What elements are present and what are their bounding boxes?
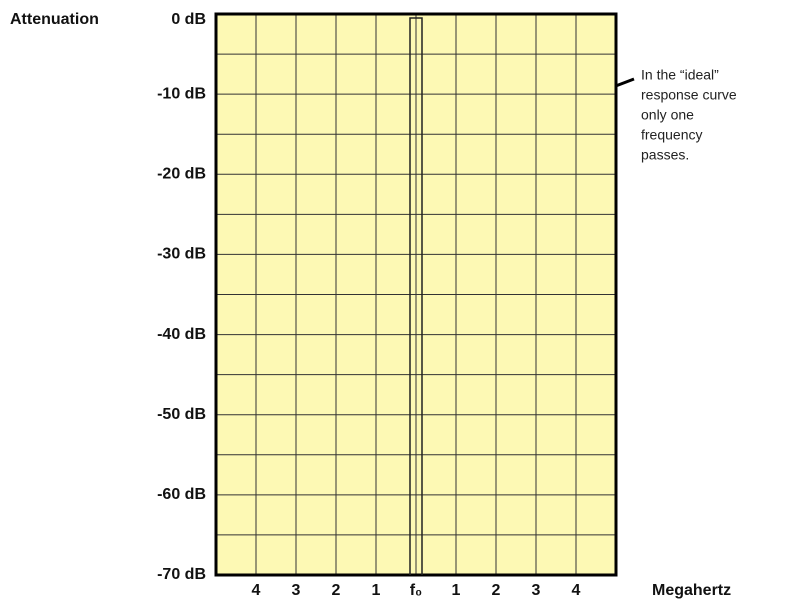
y-axis-label: Attenuation [10, 11, 99, 28]
annotation-text: only one [641, 107, 694, 123]
annotation-text: frequency [641, 127, 702, 143]
y-tick-label: -60 dB [157, 486, 206, 503]
annotation-text: passes. [641, 147, 689, 163]
y-tick-label: -20 dB [157, 166, 206, 183]
plot-border [214, 12, 618, 577]
x-tick-label: 1 [372, 582, 381, 599]
y-tick-label: -70 dB [157, 566, 206, 583]
response-curve [409, 17, 423, 575]
x-tick-label: f₀ [410, 582, 423, 599]
annotation-text: response curve [641, 87, 737, 103]
y-tick-label: -10 dB [157, 85, 206, 102]
y-tick-label: -30 dB [157, 246, 206, 263]
x-tick-label: 3 [292, 582, 301, 599]
x-tick-label: 4 [252, 582, 261, 599]
x-axis-label: Megahertz [652, 582, 731, 599]
y-tick-label: -40 dB [157, 326, 206, 343]
x-tick-label: 1 [452, 582, 461, 599]
y-tick-label: -50 dB [157, 406, 206, 423]
x-tick-label: 3 [532, 582, 541, 599]
x-tick-label: 2 [492, 582, 501, 599]
x-tick-label: 2 [332, 582, 341, 599]
annotation-text: In the “ideal” [641, 67, 719, 83]
y-tick-label: 0 dB [171, 11, 206, 28]
x-tick-label: 4 [572, 582, 581, 599]
